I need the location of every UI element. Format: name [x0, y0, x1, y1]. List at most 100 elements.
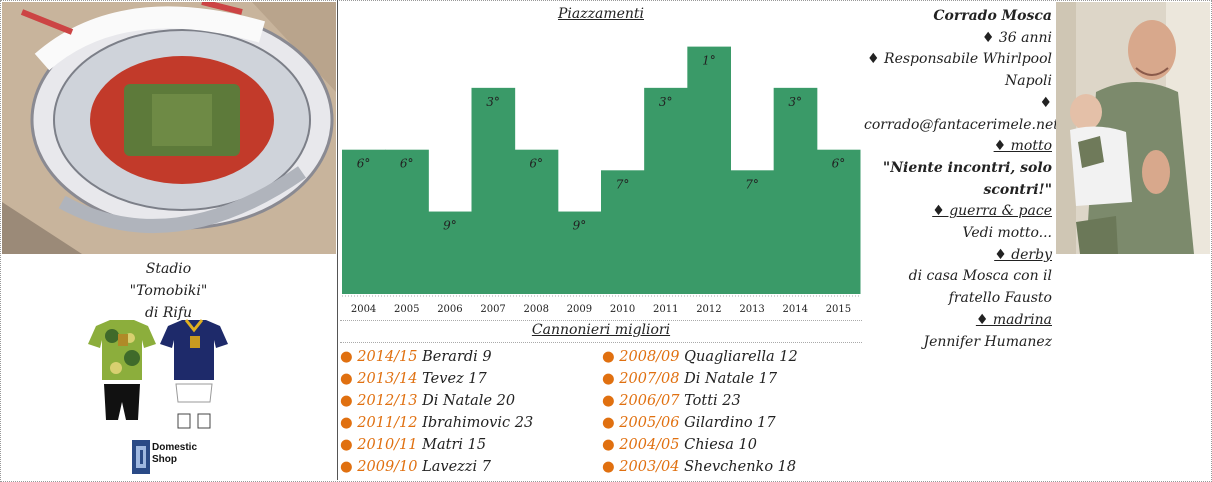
x-tick-label: 2015: [826, 304, 851, 315]
scorer-player: Lavezzi 7: [422, 459, 491, 475]
x-tick-label: 2011: [653, 304, 678, 315]
scorers-list-recent: ● 2014/15 Berardi 9 ● 2013/14 Tevez 17 ● 2…: [340, 346, 598, 478]
sponsor-logo-icon: [132, 440, 150, 474]
owner-age: ♦ 36 anni: [981, 29, 1052, 46]
scorer-season: 2003/04: [619, 459, 680, 475]
bar-label: 7°: [745, 177, 759, 191]
bar-2013: [730, 170, 775, 294]
bullet-icon: ●: [340, 393, 358, 409]
bar-2015: [816, 149, 861, 294]
scorer-row: ● 2009/10 Lavezzi 7: [340, 456, 598, 478]
bar-label: 6°: [832, 157, 846, 171]
bar-label: 1°: [702, 54, 716, 68]
bar-2010: [601, 170, 645, 294]
scorer-season: 2011/12: [357, 415, 418, 431]
owner-email: corrado@fantacerimele.net: [864, 116, 1059, 133]
sponsor-logo: Domestic Shop: [132, 440, 212, 476]
placements-chart: 6° 2004 6° 2005 9° 2006 3° 2007 6° 2008 9° 2009 7° 20…: [342, 46, 861, 315]
scorer-season: 2005/06: [619, 415, 680, 431]
derby-line2: fratello Fausto: [948, 290, 1052, 307]
bar-label: 6°: [357, 157, 371, 171]
scorer-row: ● 2008/09 Quagliarella 12: [602, 346, 860, 368]
bar-2011: [644, 87, 688, 294]
divider: [340, 342, 862, 343]
bar-label: 3°: [486, 95, 500, 109]
owner-city: Napoli: [1005, 73, 1052, 90]
home-kit-icon: [88, 320, 156, 420]
scorer-player: Chiesa 10: [684, 437, 757, 453]
bar-2005: [385, 149, 429, 294]
madrina-text: Jennifer Humanez: [923, 333, 1052, 350]
owner-info: Corrado Mosca ♦ 36 anni ♦ Responsabile W…: [864, 6, 1059, 353]
scorer-season: 2014/15: [357, 349, 418, 365]
scorer-row: ● 2005/06 Gilardino 17: [602, 412, 860, 434]
bullet-icon: ●: [340, 459, 358, 475]
bar-2004: [342, 149, 386, 294]
bar-label: 9°: [443, 219, 457, 233]
scorer-row: ● 2006/07 Totti 23: [602, 390, 860, 412]
scorer-row: ● 2011/12 Ibrahimovic 23: [340, 412, 598, 434]
scorers-list-older: ● 2008/09 Quagliarella 12 ● 2007/08 Di Na…: [602, 346, 860, 478]
bullet-icon: ●: [602, 371, 620, 387]
stadium-location: di Rifu: [144, 305, 193, 321]
scorer-row: ● 2013/14 Tevez 17: [340, 368, 598, 390]
x-tick-label: 2008: [524, 304, 549, 315]
scorer-season: 2010/11: [357, 437, 418, 453]
scorer-player: Ibrahimovic 23: [422, 415, 534, 431]
scorer-row: ● 2014/15 Berardi 9: [340, 346, 598, 368]
stadium-photo: [2, 2, 336, 254]
kit-icons: [88, 319, 228, 429]
away-kit-icon: [160, 319, 228, 429]
scorer-player: Di Natale 17: [684, 371, 778, 387]
scorer-row: ● 2003/04 Shevchenko 18: [602, 456, 860, 478]
scorer-player: Shevchenko 18: [684, 459, 797, 475]
x-tick-label: 2005: [394, 304, 419, 315]
divider: [340, 320, 862, 321]
derby-line1: di casa Mosca con il: [908, 268, 1052, 285]
bar-label: 7°: [616, 177, 630, 191]
x-tick-label: 2013: [739, 304, 764, 315]
scorers-title: Cannonieri migliori: [531, 322, 671, 338]
bar-label: 3°: [788, 95, 802, 109]
bar-2012: [687, 46, 731, 294]
bar-label: 6°: [400, 157, 414, 171]
scorer-season: 2009/10: [357, 459, 418, 475]
bar-2007: [471, 87, 516, 294]
bar-label: 6°: [529, 157, 543, 171]
chart-title: Piazzamenti: [557, 6, 645, 22]
war-label: ♦ guerra & pace: [932, 203, 1052, 220]
scorer-player: Gilardino 17: [684, 415, 776, 431]
x-tick-label: 2010: [610, 304, 635, 315]
scorer-season: 2006/07: [619, 393, 680, 409]
stadium-name: "Tomobiki": [129, 283, 208, 299]
bullet-icon: ●: [602, 459, 620, 475]
scorer-player: Totti 23: [684, 393, 741, 409]
bar-label: 9°: [573, 219, 587, 233]
bullet-icon: ●: [602, 349, 620, 365]
scorer-season: 2008/09: [619, 349, 680, 365]
bar-label: 3°: [659, 95, 673, 109]
bullet-icon: ●: [340, 349, 358, 365]
madrina-label: ♦ madrina: [975, 311, 1052, 328]
bullet-icon: ●: [340, 415, 358, 431]
x-tick-label: 2012: [696, 304, 721, 315]
sponsor-line1: Domestic: [152, 442, 198, 453]
bullet-icon: ●: [602, 393, 620, 409]
scorer-season: 2012/13: [357, 393, 418, 409]
scorer-row: ● 2010/11 Matri 15: [340, 434, 598, 456]
x-tick-label: 2007: [480, 304, 505, 315]
bullet-icon: ●: [602, 437, 620, 453]
diamond-separator: ♦: [1039, 94, 1052, 111]
derby-label: ♦ derby: [994, 246, 1052, 263]
owner-column: Corrado Mosca ♦ 36 anni ♦ Responsabile W…: [864, 2, 1210, 478]
bullet-icon: ●: [340, 437, 358, 453]
sponsor-line2: Shop: [152, 454, 177, 465]
stats-column: Piazzamenti 6° 2004 6° 2005 9° 2006 3° 2007 6° 20…: [340, 2, 862, 478]
bullet-icon: ●: [602, 415, 620, 431]
scorer-season: 2013/14: [357, 371, 418, 387]
scorer-row: ● 2004/05 Chiesa 10: [602, 434, 860, 456]
scorer-season: 2004/05: [619, 437, 680, 453]
scorer-player: Di Natale 20: [422, 393, 516, 409]
scorer-row: ● 2012/13 Di Natale 20: [340, 390, 598, 412]
owner-job: ♦ Responsabile Whirlpool: [867, 51, 1052, 68]
